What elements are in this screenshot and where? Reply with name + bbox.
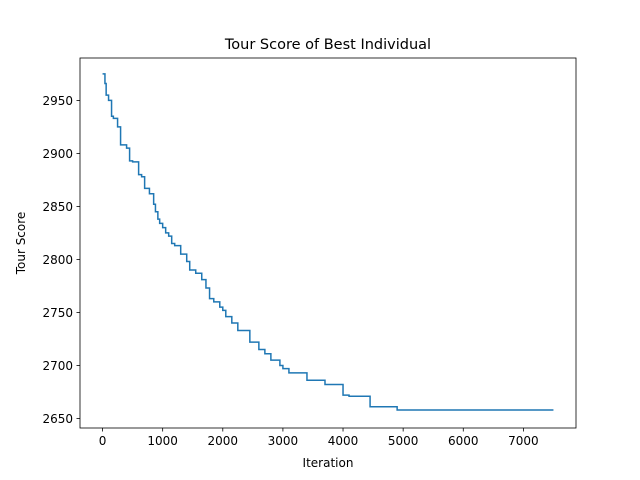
y-axis-label: Tour Score [14,212,28,276]
y-axis: 2650 2700 2750 2800 2850 2900 2950 [42,94,80,426]
x-tick-label: 3000 [268,434,299,448]
y-tick-label: 2800 [42,253,73,267]
x-tick-label: 1000 [147,434,178,448]
x-axis: 0 1000 2000 3000 4000 5000 6000 7000 [99,428,539,448]
x-tick-label: 5000 [388,434,419,448]
y-tick-label: 2900 [42,147,73,161]
y-tick-label: 2750 [42,306,73,320]
y-tick-label: 2850 [42,200,73,214]
y-tick-label: 2700 [42,359,73,373]
y-tick-label: 2950 [42,94,73,108]
x-tick-label: 7000 [508,434,539,448]
x-tick-label: 4000 [328,434,359,448]
x-tick-label: 6000 [448,434,479,448]
y-tick-label: 2650 [42,412,73,426]
x-tick-label: 2000 [208,434,239,448]
x-axis-label: Iteration [303,456,354,470]
x-tick-label: 0 [99,434,107,448]
plot-series [102,73,554,411]
chart-title: Tour Score of Best Individual [224,37,431,53]
plot-frame [79,57,577,429]
